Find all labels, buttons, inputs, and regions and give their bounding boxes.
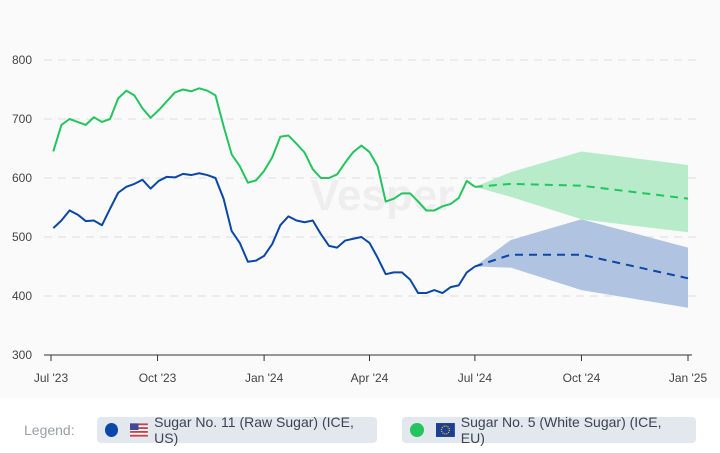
eu-flag-icon: [435, 423, 455, 437]
legend: Legend: Sugar No. 11 (Raw Sugar) (ICE, U…: [0, 398, 720, 453]
x-tick-label: Jan '25: [669, 371, 708, 385]
y-tick-label: 300: [12, 348, 32, 362]
us-flag-icon: [130, 423, 149, 437]
legend-item-label: Sugar No. 11 (Raw Sugar) (ICE, US): [154, 414, 354, 446]
forecast-line-0: [474, 253, 689, 280]
series-lines: [52, 87, 689, 295]
axes: 300 400 500 600 700 800 Jul '23 Oct '23 Jan '24 A…: [12, 53, 708, 385]
forecast-bands: [474, 151, 688, 308]
chart: Vesper 300 400 500 600 700 800 Jul '23 Oct '23 J…: [12, 53, 708, 385]
x-tick-label: Oct '24: [563, 371, 601, 385]
y-tick-label: 800: [12, 53, 32, 67]
series-line-0: [52, 172, 476, 295]
x-tick-label: Jul '24: [458, 371, 493, 385]
y-tick-label: 600: [12, 171, 32, 185]
y-tick-label: 700: [12, 112, 32, 126]
legend-item-raw-sugar[interactable]: Sugar No. 11 (Raw Sugar) (ICE, US): [97, 414, 377, 446]
series-dot-icon: [410, 423, 424, 437]
x-tick-label: Jan '24: [245, 371, 284, 385]
legend-label: Legend:: [24, 422, 75, 438]
x-tick-label: Oct '23: [139, 371, 177, 385]
series-line-1: [52, 87, 476, 212]
y-tick-label: 500: [12, 230, 32, 244]
forecast-band-1: [474, 151, 688, 233]
y-tick-label: 400: [12, 289, 32, 303]
forecast-line-1: [474, 182, 689, 200]
forecast-band-0: [474, 219, 688, 308]
watermark: Vesper: [310, 171, 454, 220]
x-tick-label: Apr '24: [351, 371, 389, 385]
x-tick-label: Jul '23: [34, 371, 69, 385]
legend-item-white-sugar[interactable]: Sugar No. 5 (White Sugar) (ICE, EU): [402, 414, 696, 446]
legend-item-label: Sugar No. 5 (White Sugar) (ICE, EU): [460, 414, 662, 446]
series-dot-icon: [105, 423, 119, 437]
